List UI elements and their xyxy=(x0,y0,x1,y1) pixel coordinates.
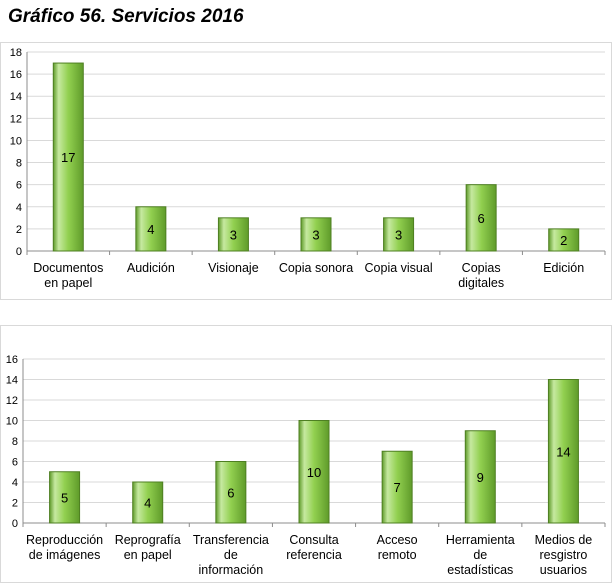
data-label: 7 xyxy=(394,480,401,495)
bar xyxy=(217,217,249,252)
bar xyxy=(132,481,164,524)
y-tick-label: 2 xyxy=(16,224,22,236)
category-label: en papel xyxy=(44,276,92,290)
category-label: Copia sonora xyxy=(279,261,353,275)
category-label: Acceso xyxy=(377,533,418,547)
data-label: 9 xyxy=(477,470,484,485)
data-label: 5 xyxy=(61,490,68,505)
category-label: de xyxy=(473,548,487,562)
chart-panel-2: 0 2 4 6 8 10 12 14 16 5 Reproducción de imágenes 4 Re… xyxy=(0,325,612,583)
data-label: 2 xyxy=(560,233,567,248)
category-label: Visionaje xyxy=(208,261,259,275)
bar xyxy=(465,184,497,252)
data-label: 3 xyxy=(230,227,237,242)
y-tick-label: 10 xyxy=(10,135,22,147)
bar xyxy=(381,450,413,524)
y-tick-label: 8 xyxy=(16,158,22,170)
category-label: Herramienta xyxy=(446,533,515,547)
category-label: Consulta xyxy=(289,533,338,547)
category-label: estadísticas xyxy=(447,563,513,577)
data-label: 6 xyxy=(478,211,485,226)
data-label: 6 xyxy=(227,485,234,500)
bar xyxy=(548,228,580,252)
bar xyxy=(300,217,332,252)
y-tick-label: 14 xyxy=(10,91,22,103)
data-label: 4 xyxy=(147,222,154,237)
data-label: 3 xyxy=(395,227,402,242)
y-tick-label: 12 xyxy=(10,113,22,125)
bar xyxy=(464,430,496,524)
category-label: referencia xyxy=(286,548,342,562)
category-label: resgistro xyxy=(539,548,587,562)
category-label: Audición xyxy=(127,261,175,275)
y-tick-label: 16 xyxy=(10,69,22,81)
category-label: en papel xyxy=(124,548,172,562)
category-label: Copia visual xyxy=(365,261,433,275)
category-label: Documentos xyxy=(33,261,103,275)
y-tick-label: 8 xyxy=(12,436,18,448)
data-label: 3 xyxy=(312,227,319,242)
data-label: 4 xyxy=(144,496,151,511)
category-label: remoto xyxy=(378,548,417,562)
bar xyxy=(215,461,247,524)
bar xyxy=(49,471,81,524)
y-tick-label: 0 xyxy=(16,246,22,258)
category-label: Edición xyxy=(543,261,584,275)
bar xyxy=(135,206,167,252)
category-label: Reprografía xyxy=(115,533,181,547)
y-tick-label: 4 xyxy=(16,202,22,214)
category-label: digitales xyxy=(458,276,504,290)
category-label: información xyxy=(199,563,264,577)
y-tick-label: 18 xyxy=(10,47,22,59)
y-tick-label: 0 xyxy=(12,518,18,530)
bar xyxy=(52,62,84,252)
bar xyxy=(547,379,579,524)
y-tick-label: 6 xyxy=(16,180,22,192)
y-tick-label: 10 xyxy=(6,416,18,428)
chart-panel-1: 0 2 4 6 8 10 12 14 16 18 17 Documentos en papel 4 Audi… xyxy=(0,42,612,300)
y-tick-label: 4 xyxy=(12,477,18,489)
y-tick-label: 6 xyxy=(12,457,18,469)
category-label: de xyxy=(224,548,238,562)
category-label: usuarios xyxy=(540,563,587,577)
chart-title: Gráfico 56. Servicios 2016 xyxy=(8,6,244,27)
category-label: Copias xyxy=(462,261,501,275)
data-label: 10 xyxy=(307,465,321,480)
y-tick-label: 12 xyxy=(6,395,18,407)
y-tick-label: 16 xyxy=(6,354,18,366)
y-tick-label: 14 xyxy=(6,375,18,387)
category-label: Transferencia xyxy=(193,533,269,547)
category-label: Reproducción xyxy=(26,533,103,547)
category-label: de imágenes xyxy=(29,548,101,562)
bar xyxy=(383,217,415,252)
data-label: 14 xyxy=(556,444,570,459)
data-label: 17 xyxy=(61,150,75,165)
y-tick-label: 2 xyxy=(12,498,18,510)
bar xyxy=(298,420,330,524)
category-label: Medios de xyxy=(535,533,593,547)
